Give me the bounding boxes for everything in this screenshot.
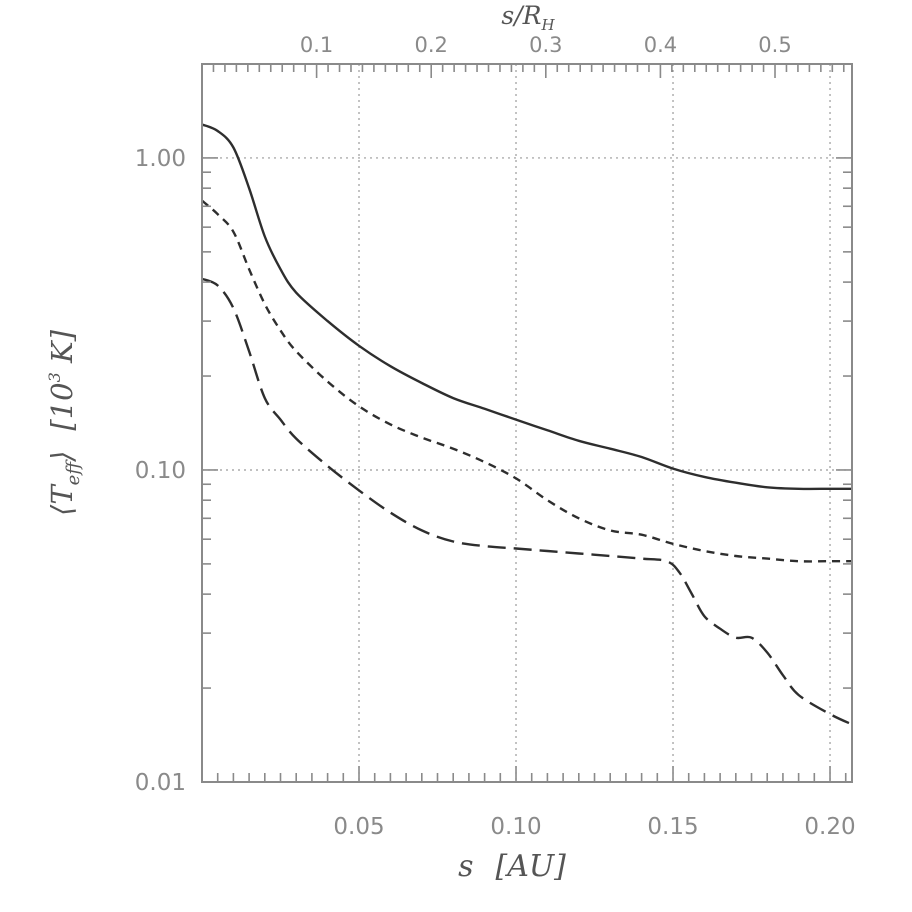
y-axis-variable: ⟨T (45, 483, 79, 516)
x-tick-label: 0.05 (333, 814, 384, 840)
y-axis-subscript: eff (63, 459, 84, 486)
x-tick-label: 0.15 (647, 814, 698, 840)
y-axis-unit: [10 (45, 382, 79, 430)
data-series (201, 123, 853, 726)
top-axis-title: s/RH (501, 1, 555, 34)
tick-labels: 0.05 0.10 0.15 0.20 0.1 0.2 0.3 0.4 0.5 0.01 0.10 1… (135, 33, 856, 840)
y-axis-unit-end: K] (45, 329, 79, 372)
axis-ticks (201, 63, 852, 783)
x-tick-label: 0.10 (490, 814, 541, 840)
y-tick-label: 0.10 (135, 458, 186, 484)
series-long-dashed-line (201, 277, 853, 726)
y-axis-title: ⟨Teff⟩[103 K] (45, 329, 84, 516)
top-tick-label: 0.5 (758, 33, 791, 57)
x-axis-variable: s (458, 849, 473, 884)
y-tick-label: 0.01 (135, 770, 186, 796)
x-axis-unit: [AU] (496, 849, 567, 884)
y-axis-superscript: 3 (45, 372, 64, 382)
y-tick-label: 1.00 (135, 146, 186, 172)
grid-lines (202, 64, 852, 782)
top-tick-label: 0.1 (300, 33, 333, 57)
top-axis-variable: s/R (501, 1, 541, 30)
top-tick-label: 0.4 (644, 33, 677, 57)
top-tick-label: 0.2 (415, 33, 448, 57)
top-axis-subscript: H (540, 16, 555, 34)
plot-frame (201, 63, 853, 783)
series-short-dashed-line (201, 199, 852, 563)
x-tick-label: 0.20 (804, 814, 855, 840)
x-axis-title: s [AU] (458, 849, 566, 884)
series-solid-line (201, 123, 852, 491)
top-tick-label: 0.3 (529, 33, 562, 57)
